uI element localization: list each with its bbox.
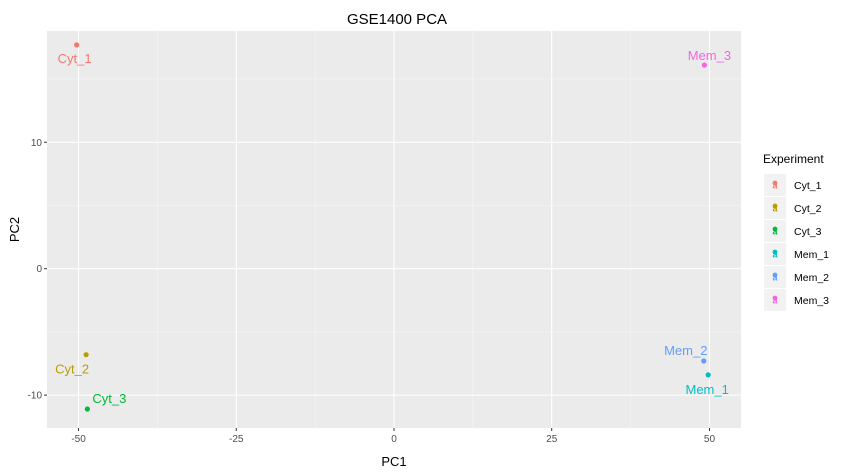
x-tick-label: -50 xyxy=(71,434,86,445)
x-tick-label: 0 xyxy=(391,434,397,445)
point-cyt-3 xyxy=(84,406,90,412)
legend-label: Cyt_3 xyxy=(794,226,822,238)
point-label-cyt-3: Cyt_3 xyxy=(92,391,126,406)
x-tick-label: -25 xyxy=(229,434,244,445)
legend-label: Mem_2 xyxy=(794,272,829,284)
point-label-mem-2: Mem_2 xyxy=(664,343,707,358)
point-mem-2 xyxy=(701,358,707,364)
point-label-cyt-2: Cyt_2 xyxy=(55,362,89,377)
legend: Experiment a Cyt_1a Cyt_2a Cyt_3a Mem_1a Mem_… xyxy=(763,152,829,311)
point-mem-3 xyxy=(701,62,708,68)
legend-key-letter: a xyxy=(772,227,778,237)
legend-key-letter: a xyxy=(772,296,778,306)
x-tick-label: 50 xyxy=(704,434,716,445)
legend-label: Cyt_2 xyxy=(794,203,822,215)
legend-label: Mem_1 xyxy=(794,249,829,261)
legend-label: Mem_3 xyxy=(794,295,829,307)
point-mem-1 xyxy=(705,372,711,378)
point-cyt-1 xyxy=(74,42,80,48)
y-axis-title: PC2 xyxy=(7,217,22,242)
point-label-mem-1: Mem_1 xyxy=(686,382,729,397)
chart-title: GSE1400 PCA xyxy=(347,11,447,28)
y-tick-label: 0 xyxy=(36,264,42,275)
legend-label: Cyt_1 xyxy=(794,180,822,192)
legend-key-point xyxy=(772,295,778,301)
legend-key-point xyxy=(772,249,778,255)
data-points xyxy=(74,42,711,412)
axis-ticks: -50 -25 0 25 50 -10 0 10 xyxy=(28,138,716,445)
point-label-cyt-1: Cyt_1 xyxy=(58,51,92,66)
point-label-mem-3: Mem_3 xyxy=(688,48,731,63)
legend-key-point xyxy=(772,180,778,186)
legend-key-letter: a xyxy=(772,204,778,214)
major-gridlines xyxy=(47,31,741,428)
legend-key-letter: a xyxy=(772,250,778,260)
x-tick-label: 25 xyxy=(546,434,558,445)
point-cyt-2 xyxy=(83,352,89,358)
legend-title: Experiment xyxy=(763,152,824,166)
y-tick-label: 10 xyxy=(31,138,43,149)
y-tick-label: -10 xyxy=(28,391,43,402)
legend-key-point xyxy=(772,226,778,232)
legend-key-letter: a xyxy=(772,181,778,191)
legend-key-letter: a xyxy=(772,273,778,283)
legend-key-point xyxy=(772,272,778,278)
x-axis-title: PC1 xyxy=(381,454,406,469)
legend-key-point xyxy=(772,203,778,209)
